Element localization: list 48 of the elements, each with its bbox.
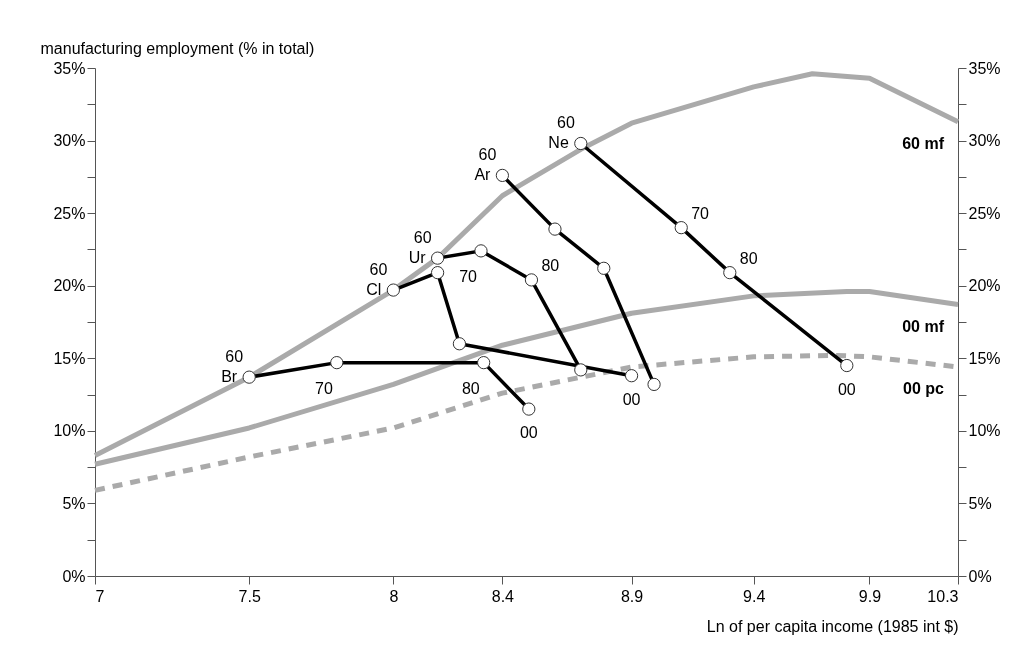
x-tick-label: 9.9: [858, 587, 882, 605]
y2-tick-label: 35%: [968, 59, 1001, 77]
y-tick-label: 30%: [53, 132, 86, 150]
x-tick-label: 10.3: [927, 587, 959, 605]
series-label: Br: [221, 368, 238, 386]
annotation: 80: [461, 379, 480, 397]
y-tick-label: 10%: [53, 422, 86, 440]
y2-tick-label: 10%: [968, 422, 1001, 440]
x-tick-label: 8: [389, 587, 399, 605]
annotation: 00: [519, 424, 538, 442]
y-tick-label: 20%: [53, 277, 86, 295]
annotation: 60: [556, 114, 575, 132]
y2-tick-label: 25%: [968, 204, 1001, 222]
y2-tick-label: 30%: [968, 132, 1001, 150]
annotation: 60: [225, 348, 244, 366]
series-label: 00 mf: [902, 317, 945, 335]
y2-tick-label: 5%: [968, 494, 992, 512]
annotation: 70: [315, 379, 333, 397]
annotation: 60: [369, 261, 388, 279]
annotation: 70: [459, 267, 478, 285]
annotation: 70: [691, 204, 710, 222]
series-label: 00 pc: [903, 379, 945, 397]
annotation: 80: [541, 256, 560, 274]
series-label: Cl: [366, 281, 382, 299]
x-tick-label: 7.5: [238, 587, 261, 605]
y-tick-label: 15%: [53, 349, 86, 367]
y-tick-label: 25%: [53, 204, 86, 222]
x-tick-label: 8.9: [620, 587, 644, 605]
series-label: Ne: [548, 134, 569, 152]
y-axis-title: manufacturing employment (% in total): [40, 39, 315, 57]
y-tick-label: 0%: [62, 567, 86, 585]
y-tick-label: 5%: [62, 494, 86, 512]
annotation: 80: [739, 249, 758, 267]
x-tick-label: 9.4: [743, 587, 766, 605]
y2-tick-label: 15%: [968, 349, 1001, 367]
x-tick-label: 8.4: [491, 587, 515, 605]
x-axis-title: Ln of per capita income (1985 int $): [706, 617, 959, 635]
x-tick-label: 7: [95, 587, 105, 605]
y2-tick-label: 20%: [968, 277, 1001, 295]
annotation: 00: [837, 380, 856, 398]
y-tick-label: 35%: [53, 59, 86, 77]
annotation: 60: [478, 146, 497, 164]
series-label: 60 mf: [902, 134, 945, 152]
y2-tick-label: 0%: [968, 567, 992, 585]
annotation: 60: [413, 229, 432, 247]
annotation: 00: [622, 390, 641, 408]
series-label: Ar: [474, 166, 492, 184]
series-label: Ur: [408, 249, 427, 267]
